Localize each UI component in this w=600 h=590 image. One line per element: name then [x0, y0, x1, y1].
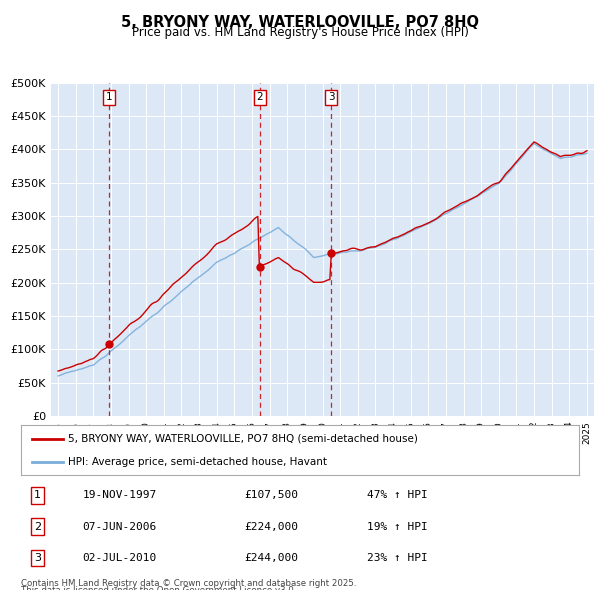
Text: This data is licensed under the Open Government Licence v3.0.: This data is licensed under the Open Gov…: [21, 586, 296, 590]
Text: Price paid vs. HM Land Registry's House Price Index (HPI): Price paid vs. HM Land Registry's House …: [131, 26, 469, 39]
Text: 1: 1: [34, 490, 41, 500]
Text: 1: 1: [106, 92, 112, 102]
Text: 02-JUL-2010: 02-JUL-2010: [82, 553, 157, 563]
Text: 19-NOV-1997: 19-NOV-1997: [82, 490, 157, 500]
Text: Contains HM Land Registry data © Crown copyright and database right 2025.: Contains HM Land Registry data © Crown c…: [21, 579, 356, 588]
Text: 23% ↑ HPI: 23% ↑ HPI: [367, 553, 428, 563]
Text: 07-JUN-2006: 07-JUN-2006: [82, 522, 157, 532]
Text: 5, BRYONY WAY, WATERLOOVILLE, PO7 8HQ: 5, BRYONY WAY, WATERLOOVILLE, PO7 8HQ: [121, 15, 479, 30]
Text: 19% ↑ HPI: 19% ↑ HPI: [367, 522, 428, 532]
Text: 47% ↑ HPI: 47% ↑ HPI: [367, 490, 428, 500]
Text: £244,000: £244,000: [244, 553, 298, 563]
Text: £224,000: £224,000: [244, 522, 298, 532]
Text: £107,500: £107,500: [244, 490, 298, 500]
Text: 2: 2: [256, 92, 263, 102]
Text: 2: 2: [34, 522, 41, 532]
Text: HPI: Average price, semi-detached house, Havant: HPI: Average price, semi-detached house,…: [68, 457, 328, 467]
Text: 5, BRYONY WAY, WATERLOOVILLE, PO7 8HQ (semi-detached house): 5, BRYONY WAY, WATERLOOVILLE, PO7 8HQ (s…: [68, 434, 418, 444]
Text: 3: 3: [328, 92, 335, 102]
Text: 3: 3: [34, 553, 41, 563]
